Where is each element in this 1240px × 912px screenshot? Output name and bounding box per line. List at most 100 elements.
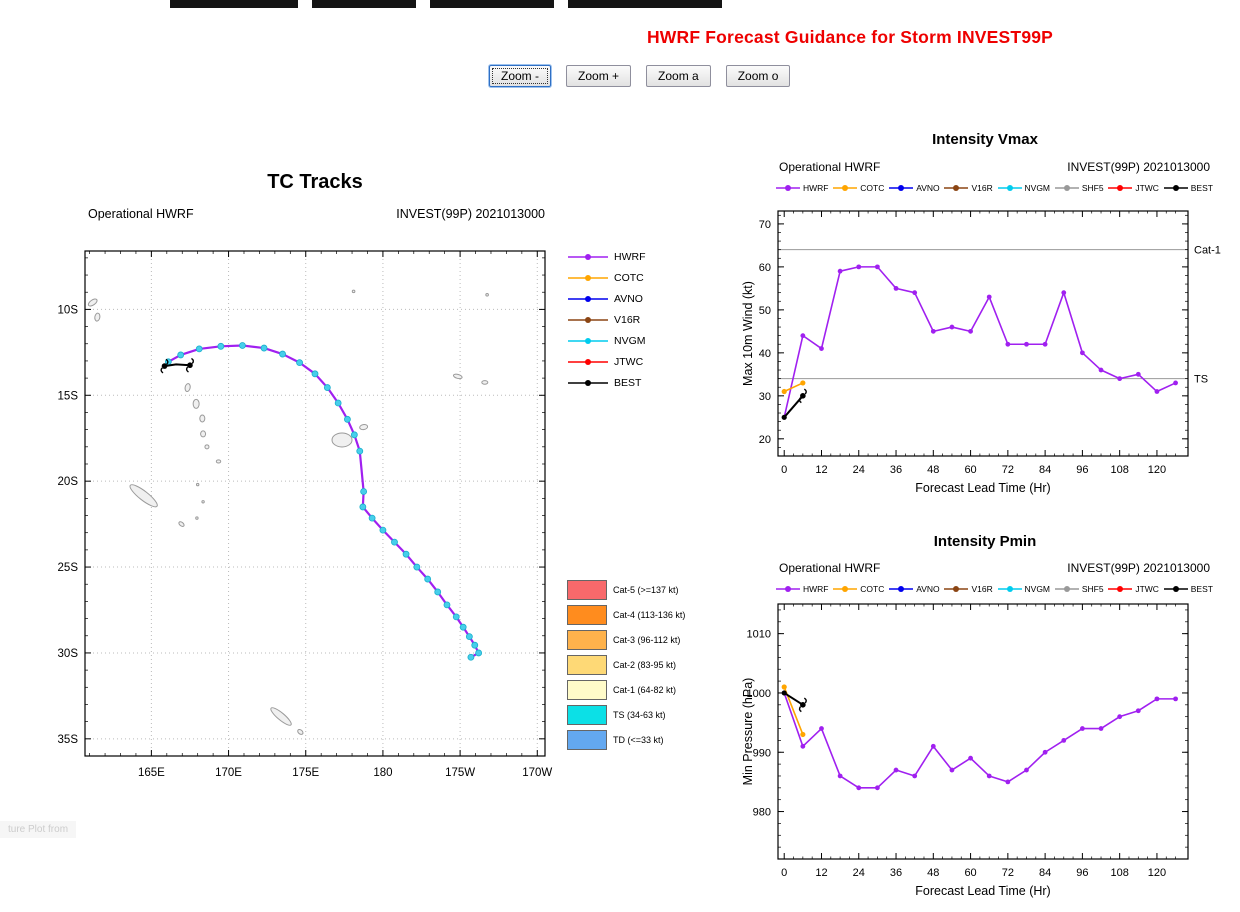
tc-tracks-map: 165E 170E 175E 180 175W 170W 10S 15S 20S 25S 30S 35…: [58, 250, 552, 779]
svg-text:84: 84: [1039, 867, 1051, 879]
category-swatch: [567, 704, 607, 725]
svg-text:72: 72: [1002, 464, 1014, 476]
svg-text:Max 10m Wind (kt): Max 10m Wind (kt): [741, 281, 755, 386]
svg-text:10S: 10S: [58, 304, 79, 316]
legend-label: AVNO: [916, 183, 940, 193]
legend-label: BEST: [614, 376, 642, 389]
chart-legend-item-avno: AVNO: [888, 584, 940, 594]
legend-label: BEST: [1190, 183, 1213, 193]
svg-text:24: 24: [853, 464, 865, 476]
svg-text:180: 180: [373, 767, 392, 779]
legend-label: V16R: [614, 313, 641, 326]
pmin-subtitle-right: INVEST(99P) 2021013000: [1067, 561, 1210, 575]
legend-label: COTC: [860, 183, 885, 193]
svg-text:Min Pressure (hPa): Min Pressure (hPa): [741, 678, 755, 786]
chart-legend-item-jtwc: JTWC: [1107, 183, 1159, 193]
category-label: TS (34-63 kt): [613, 709, 666, 720]
category-legend-item: TD (<=33 kt): [567, 727, 685, 752]
map-legend-item-cotc: COTC: [567, 267, 646, 288]
chart-legend-item-best: BEST: [1163, 183, 1213, 193]
legend-label: SHF5: [1081, 584, 1104, 594]
chart-legend-item-best: BEST: [1163, 584, 1213, 594]
category-legend-item: Cat-4 (113-136 kt): [567, 602, 685, 627]
zoom-a-button[interactable]: Zoom a: [646, 65, 711, 87]
svg-text:40: 40: [759, 348, 771, 360]
svg-text:20S: 20S: [58, 476, 79, 488]
map-model-legend: HWRF COTC AVNO V16R NVGM JTWC BEST: [567, 246, 646, 393]
pmin-plot: 980 990 1000 1010 0 12 24 36 48 60 72 84 96 108 120 For…: [741, 603, 1189, 898]
svg-text:36: 36: [890, 464, 902, 476]
svg-text:170E: 170E: [215, 767, 242, 779]
legend-label: HWRF: [803, 183, 829, 193]
svg-text:60: 60: [759, 262, 771, 274]
category-label: Cat-4 (113-136 kt): [613, 609, 686, 620]
chart-legend-item-jtwc: JTWC: [1107, 584, 1159, 594]
svg-text:108: 108: [1110, 867, 1128, 879]
svg-text:72: 72: [1002, 867, 1014, 879]
svg-text:1010: 1010: [747, 629, 771, 641]
svg-text:48: 48: [927, 867, 939, 879]
zoom-minus-button[interactable]: Zoom -: [489, 65, 552, 87]
vmax-plot: Cat-1 TS 20 30 40 50 60 70 0 12 24 36 48 60 72 84 96 108 1…: [741, 210, 1221, 495]
map-subtitle-right: INVEST(99P) 2021013000: [396, 207, 545, 221]
svg-text:120: 120: [1148, 867, 1166, 879]
category-label: TD (<=33 kt): [613, 734, 664, 745]
legend-label: V16R: [971, 584, 993, 594]
map-title: TC Tracks: [267, 171, 363, 193]
map-legend-item-jtwc: JTWC: [567, 351, 646, 372]
category-legend-item: Cat-1 (64-82 kt): [567, 677, 685, 702]
vmax-title: Intensity Vmax: [932, 131, 1038, 148]
chart-legend-item-v16r: V16R: [943, 584, 993, 594]
pmin-title: Intensity Pmin: [933, 533, 1037, 550]
zoom-toolbar: Zoom - Zoom + Zoom a Zoom o: [489, 65, 791, 87]
svg-text:12: 12: [815, 464, 827, 476]
category-legend-item: Cat-3 (96-112 kt): [567, 627, 685, 652]
zoom-plus-button[interactable]: Zoom +: [566, 65, 632, 87]
svg-text:96: 96: [1076, 464, 1088, 476]
legend-label: JTWC: [1135, 183, 1159, 193]
map-legend-item-nvgm: NVGM: [567, 330, 646, 351]
map-category-legend: Cat-5 (>=137 kt) Cat-4 (113-136 kt) Cat-3 …: [567, 577, 685, 752]
category-legend-item: TS (34-63 kt): [567, 702, 685, 727]
svg-text:175W: 175W: [445, 767, 475, 779]
chart-legend-item-nvgm: NVGM: [997, 183, 1050, 193]
svg-text:84: 84: [1039, 464, 1051, 476]
svg-text:50: 50: [759, 305, 771, 317]
chart-legend-item-v16r: V16R: [943, 183, 993, 193]
svg-text:25S: 25S: [58, 562, 79, 574]
svg-text:Forecast Lead Time (Hr): Forecast Lead Time (Hr): [915, 481, 1050, 495]
legend-label: NVGM: [1024, 584, 1051, 594]
svg-text:120: 120: [1148, 464, 1166, 476]
map-legend-item-hwrf: HWRF: [567, 246, 646, 267]
map-legend-item-avno: AVNO: [567, 288, 646, 309]
svg-text:12: 12: [815, 867, 827, 879]
chart-legend-item-cotc: COTC: [832, 183, 884, 193]
svg-text:0: 0: [781, 464, 787, 476]
svg-text:108: 108: [1110, 464, 1128, 476]
svg-text:15S: 15S: [58, 390, 79, 402]
svg-text:170W: 170W: [522, 767, 552, 779]
legend-label: BEST: [1190, 584, 1213, 594]
zoom-o-button[interactable]: Zoom o: [725, 65, 791, 87]
chart-legend-item-cotc: COTC: [832, 584, 884, 594]
pmin-legend: HWRF COTC AVNO V16R NVGM SHF5 JTWC BEST: [775, 584, 1213, 594]
map-legend-item-v16r: V16R: [567, 309, 646, 330]
category-swatch: [567, 579, 607, 600]
category-swatch: [567, 654, 607, 675]
clipped-text-fragment: [170, 0, 298, 8]
category-label: Cat-2 (83-95 kt): [613, 659, 677, 670]
svg-text:Cat-1: Cat-1: [1194, 245, 1221, 257]
svg-text:96: 96: [1076, 867, 1088, 879]
legend-label: HWRF: [614, 250, 646, 263]
category-label: Cat-5 (>=137 kt): [613, 584, 679, 595]
svg-text:990: 990: [753, 747, 771, 759]
svg-text:70: 70: [759, 219, 771, 231]
category-swatch: [567, 629, 607, 650]
legend-label: AVNO: [916, 584, 940, 594]
legend-label: AVNO: [614, 292, 643, 305]
svg-text:165E: 165E: [138, 767, 165, 779]
map-subtitle-left: Operational HWRF: [88, 207, 194, 221]
legend-label: SHF5: [1081, 183, 1104, 193]
svg-text:60: 60: [964, 464, 976, 476]
svg-text:30: 30: [759, 391, 771, 403]
